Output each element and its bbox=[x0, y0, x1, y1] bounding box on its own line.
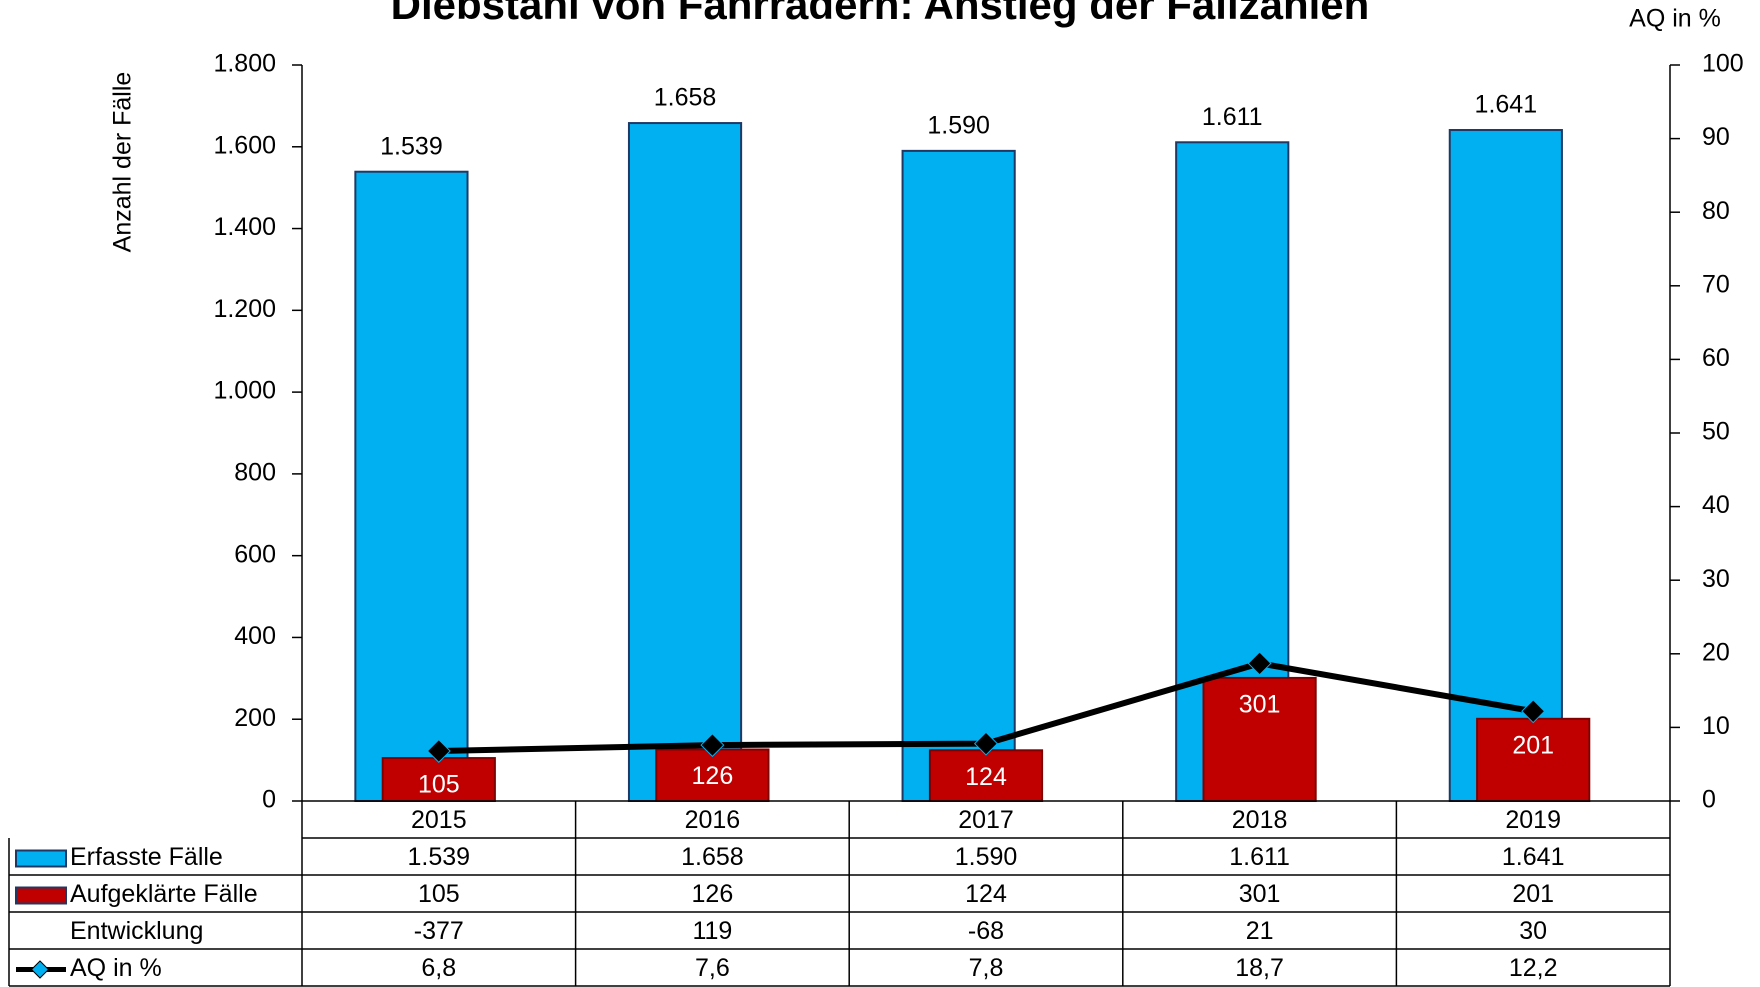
table-cell: 18,7 bbox=[1235, 954, 1284, 982]
line-marker bbox=[973, 731, 999, 756]
table-cell: 6,8 bbox=[421, 954, 456, 982]
y2-tick-label: 40 bbox=[1702, 491, 1730, 519]
table-cell: 1.590 bbox=[955, 843, 1018, 871]
table-cell: 1.611 bbox=[1229, 843, 1290, 871]
y-axis-label: Anzahl der Fälle bbox=[109, 72, 137, 253]
legend-label: AQ in % bbox=[70, 954, 162, 982]
data-label: 301 bbox=[1239, 691, 1281, 719]
table-cell: 7,8 bbox=[969, 954, 1004, 982]
legend-label: Erfasste Fälle bbox=[70, 843, 223, 871]
y2-tick-label: 20 bbox=[1702, 638, 1730, 666]
table-cell: -377 bbox=[414, 917, 464, 945]
y-tick-label: 800 bbox=[234, 458, 276, 486]
table-cell: -68 bbox=[968, 917, 1004, 945]
data-label: 1.641 bbox=[1475, 91, 1538, 119]
y-tick-label: 1.800 bbox=[213, 50, 276, 78]
y-tick-label: 1.000 bbox=[213, 377, 276, 405]
chart-title: Diebstahl von Fahrrädern: Anstieg der Fa… bbox=[391, 0, 1370, 28]
line-marker bbox=[426, 738, 451, 763]
table-cell: 1.539 bbox=[408, 843, 471, 871]
data-label: 124 bbox=[965, 763, 1007, 791]
data-label: 126 bbox=[692, 762, 734, 790]
data-label: 1.658 bbox=[654, 84, 717, 112]
y2-tick-label: 70 bbox=[1702, 270, 1730, 298]
y-tick-label: 0 bbox=[262, 786, 276, 814]
legend-label: Aufgeklärte Fälle bbox=[70, 880, 258, 908]
y-tick-label: 1.200 bbox=[213, 295, 276, 323]
y-tick-label: 1.600 bbox=[213, 131, 276, 159]
table-cell: 201 bbox=[1512, 880, 1554, 908]
table-cell: 126 bbox=[692, 880, 734, 908]
bar bbox=[1476, 717, 1591, 803]
data-label: 1.611 bbox=[1202, 103, 1263, 131]
bar bbox=[1448, 129, 1563, 803]
legend-swatch bbox=[15, 849, 67, 868]
data-label: 1.590 bbox=[927, 111, 990, 139]
legend-swatch bbox=[15, 886, 67, 905]
table-cell: 12,2 bbox=[1509, 954, 1558, 982]
table-cell: 1.641 bbox=[1502, 843, 1565, 871]
y-tick-label: 1.400 bbox=[213, 213, 276, 241]
y2-tick-label: 10 bbox=[1702, 712, 1730, 740]
bar bbox=[354, 170, 469, 803]
y2-tick-label: 30 bbox=[1702, 565, 1730, 593]
line-marker bbox=[1521, 699, 1546, 724]
data-label: 1.539 bbox=[380, 132, 443, 160]
x-tick-label: 2018 bbox=[1232, 806, 1288, 834]
table-cell: 21 bbox=[1246, 917, 1274, 945]
data-label: 105 bbox=[418, 771, 460, 799]
bar bbox=[627, 122, 743, 803]
bar bbox=[1202, 676, 1317, 802]
table-cell: 119 bbox=[692, 917, 732, 945]
x-tick-label: 2016 bbox=[685, 806, 741, 834]
y2-tick-label: 60 bbox=[1702, 344, 1730, 372]
y2-axis-label: AQ in % bbox=[1629, 5, 1721, 33]
table-cell: 301 bbox=[1239, 880, 1281, 908]
x-tick-label: 2015 bbox=[411, 806, 467, 834]
y2-tick-label: 90 bbox=[1702, 123, 1730, 151]
y-tick-label: 200 bbox=[234, 704, 276, 732]
bar bbox=[901, 149, 1016, 803]
x-tick-label: 2017 bbox=[958, 806, 1014, 834]
table-cell: 7,6 bbox=[695, 954, 730, 982]
legend-label: Entwicklung bbox=[70, 917, 203, 945]
table-cell: 124 bbox=[965, 880, 1007, 908]
y2-tick-label: 50 bbox=[1702, 418, 1730, 446]
x-tick-label: 2019 bbox=[1505, 806, 1561, 834]
table-cell: 30 bbox=[1519, 917, 1547, 945]
table-cell: 105 bbox=[418, 880, 460, 908]
y2-tick-label: 0 bbox=[1702, 786, 1716, 814]
legend-swatch bbox=[30, 960, 50, 979]
table-cell: 1.658 bbox=[681, 843, 744, 871]
line-marker bbox=[1247, 651, 1272, 676]
line-marker bbox=[700, 733, 725, 758]
y2-tick-label: 80 bbox=[1702, 197, 1730, 225]
bar bbox=[655, 748, 770, 802]
data-label: 201 bbox=[1512, 731, 1554, 759]
bar bbox=[381, 757, 496, 802]
y2-tick-label: 100 bbox=[1702, 50, 1744, 78]
y-tick-label: 600 bbox=[234, 540, 276, 568]
y-tick-label: 400 bbox=[234, 622, 276, 650]
